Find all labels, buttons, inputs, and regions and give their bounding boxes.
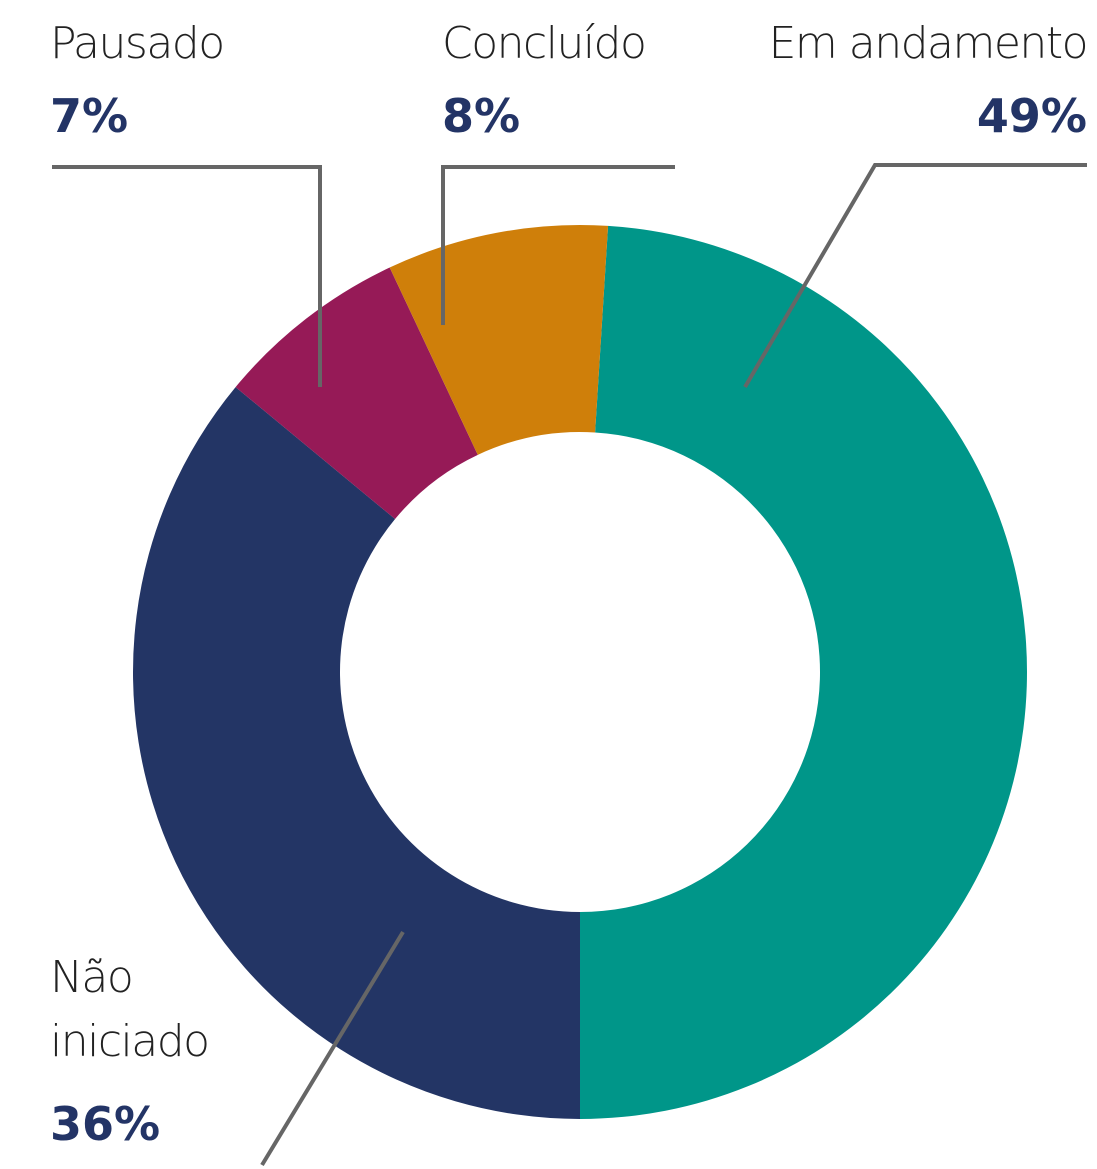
leader-line — [441, 165, 675, 325]
value-label: 8% — [442, 89, 521, 143]
leader-line — [743, 163, 1087, 389]
leader-line — [260, 930, 405, 1167]
category-label: Em andamento — [768, 18, 1089, 69]
donut-segment — [133, 387, 581, 1119]
category-label: Não iniciado — [50, 952, 210, 1067]
value-label: 7% — [50, 89, 129, 143]
leader-line — [52, 165, 322, 387]
donut — [133, 224, 1028, 1119]
donut-segment — [580, 225, 1028, 1119]
donut-segment — [235, 267, 478, 520]
value-label: 49% — [976, 89, 1087, 143]
category-label: Concluído — [442, 18, 647, 69]
category-label: Pausado — [50, 18, 225, 69]
value-label: 36% — [50, 1097, 161, 1151]
